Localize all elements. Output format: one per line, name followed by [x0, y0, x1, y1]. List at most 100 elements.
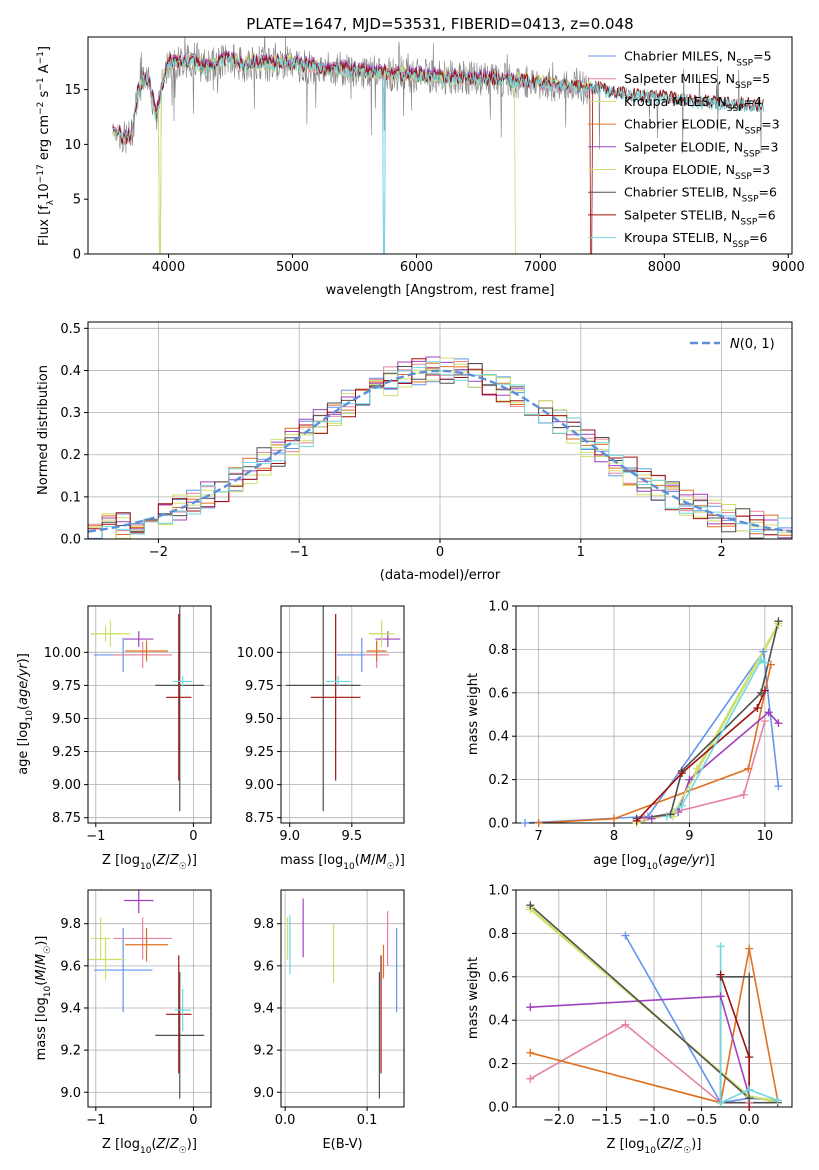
- model-spectrum-kroupa-stelib: [112, 54, 764, 254]
- spectrum-axes: 4000 5000 6000 7000 8000 9000 0 5 10 15 wavelength…: [36, 36, 805, 298]
- label-part: Z: [169, 853, 180, 868]
- label-part: SSP: [736, 59, 753, 69]
- x-tick-label: 6000: [400, 260, 433, 275]
- y-tick-label: 8.75: [52, 811, 81, 826]
- label-part: age [log: [593, 853, 646, 868]
- label-part: =6: [749, 230, 767, 245]
- y-tick-label: 9.2: [253, 1044, 274, 1059]
- spectrum-plot-area: [112, 37, 764, 254]
- marker-salpeter-stelib: [716, 970, 725, 979]
- y-tick-label: 0.0: [488, 817, 509, 832]
- y-tick-label: 9.25: [245, 745, 274, 760]
- label-part: ]: [37, 46, 52, 51]
- y-tick-label: 0.2: [60, 448, 81, 463]
- label-part: Chabrier STELIB, N: [624, 185, 742, 200]
- label-part: ☉: [179, 1146, 187, 1156]
- y-tick-label: 0.6: [488, 686, 509, 701]
- legend-label-normal: N(0, 1): [730, 337, 775, 352]
- label-part: 10: [343, 862, 355, 872]
- marker-chabrier-elodie: [610, 814, 619, 823]
- model-spectrum-salpeter-stelib: [112, 51, 764, 254]
- label-part: ☉: [387, 862, 395, 872]
- label-part: =4: [744, 94, 762, 109]
- label-part: −1: [36, 77, 46, 90]
- label-part: −17: [36, 164, 46, 183]
- label-part: Chabrier MILES, N: [624, 49, 736, 64]
- marker-chabrier-elodie: [766, 660, 775, 669]
- x-axis-label: wavelength [Angstrom, rest frame]: [326, 283, 555, 298]
- label-part: N: [730, 337, 740, 352]
- label-part: /: [165, 1137, 170, 1152]
- label-part: Salpeter ELODIE, N: [624, 139, 743, 154]
- marker-chabrier-miles: [621, 931, 630, 940]
- label-part: Z [log: [102, 853, 140, 868]
- axes-frame: [280, 889, 405, 1108]
- marker-salpeter-miles: [640, 814, 649, 823]
- x-axis-label: Z [log10(Z/Z☉)]: [102, 853, 197, 872]
- y-tick-label: 0: [73, 248, 81, 263]
- label-part: (: [16, 705, 31, 710]
- y-tick-label: 9.00: [245, 778, 274, 793]
- label-part: )]: [187, 853, 197, 868]
- label-part: 10: [644, 1146, 656, 1156]
- x-tick-label: 0: [436, 545, 444, 560]
- mass-vs-Z-frame: −1 09.09.29.49.69.8Z [log10(Z/Z☉)]mass [l…: [34, 889, 212, 1156]
- marker-salpeter-elodie: [526, 1003, 535, 1012]
- y-tick-label: 9.00: [52, 778, 81, 793]
- x-tick-label: −1: [86, 1113, 105, 1128]
- y-tick-label: 9.8: [253, 917, 274, 932]
- y-tick-label: 0.3: [60, 406, 81, 421]
- label-part: Z: [673, 1137, 684, 1152]
- y-tick-label: 9.50: [245, 712, 274, 727]
- label-part: =6: [757, 207, 775, 222]
- label-part: 10: [140, 1146, 152, 1156]
- label-part: )]: [16, 653, 31, 663]
- label-part: )]: [691, 1137, 701, 1152]
- marker-kroupa-stelib: [677, 801, 686, 810]
- label-part: age/yr: [663, 853, 706, 868]
- x-tick-label: 0.0: [739, 1113, 760, 1128]
- label-part: (: [355, 853, 360, 868]
- y-tick-label: 0.1: [60, 490, 81, 505]
- label-part: M: [360, 853, 371, 868]
- series-line-salpeter-stelib: [636, 690, 766, 822]
- marker-chabrier-elodie: [534, 819, 543, 827]
- y-tick-label: 1.0: [488, 884, 509, 899]
- label-part: mass [log: [34, 997, 49, 1060]
- y-tick-label: 9.2: [60, 1044, 81, 1059]
- series-line-kroupa-stelib: [719, 946, 778, 1104]
- model-spectrum-kroupa-elodie: [112, 55, 516, 254]
- label-part: (: [656, 1137, 661, 1152]
- x-tick-label: 2: [717, 545, 725, 560]
- massweight-vs-Z-axes: −2.0 −1.5 −1.0 −0.5 0.0 0.0 0.2 0.4 0.6 0.8 1.0 Z […: [466, 884, 793, 1156]
- marker-chabrier-stelib: [745, 972, 754, 981]
- x-tick-label: 5000: [276, 260, 309, 275]
- mass-vs-Z-axes: −1 09.09.29.49.69.8Z [log10(Z/Z☉)]mass [l…: [34, 889, 212, 1156]
- label-part: −1: [36, 51, 46, 64]
- y-tick-label: 0.4: [488, 730, 509, 745]
- marker-salpeter-stelib: [745, 1103, 754, 1111]
- label-part: =6: [759, 185, 777, 200]
- marker-salpeter-stelib: [745, 1053, 754, 1062]
- marker-chabrier-stelib: [774, 617, 783, 626]
- x-tick-label: 9.0: [279, 829, 300, 844]
- legend-label-kroupa-miles: Kroupa MILES, NSSP=4: [624, 94, 762, 114]
- y-axis-label: Normed distribution: [36, 365, 51, 495]
- label-part: SSP: [744, 127, 761, 137]
- y-tick-label: 0.4: [488, 1014, 509, 1029]
- marker-chabrier-stelib: [526, 901, 535, 910]
- figure-title: PLATE=1647, MJD=53531, FIBERID=0413, z=0…: [246, 15, 633, 33]
- marker-kroupa-stelib: [745, 1085, 754, 1094]
- x-axis-label: E(B-V): [322, 1137, 362, 1152]
- label-part: Kroupa ELODIE, N: [624, 162, 735, 177]
- label-part: (: [151, 853, 156, 868]
- label-part: age [log: [16, 722, 31, 775]
- axes-frame: [87, 889, 212, 1108]
- label-part: ☉: [179, 862, 187, 872]
- marker-kroupa-stelib: [716, 1098, 725, 1107]
- label-part: =3: [752, 162, 770, 177]
- label-part: Chabrier ELODIE, N: [624, 117, 744, 132]
- y-axis-label: age [log10(age/yr)]: [16, 653, 35, 775]
